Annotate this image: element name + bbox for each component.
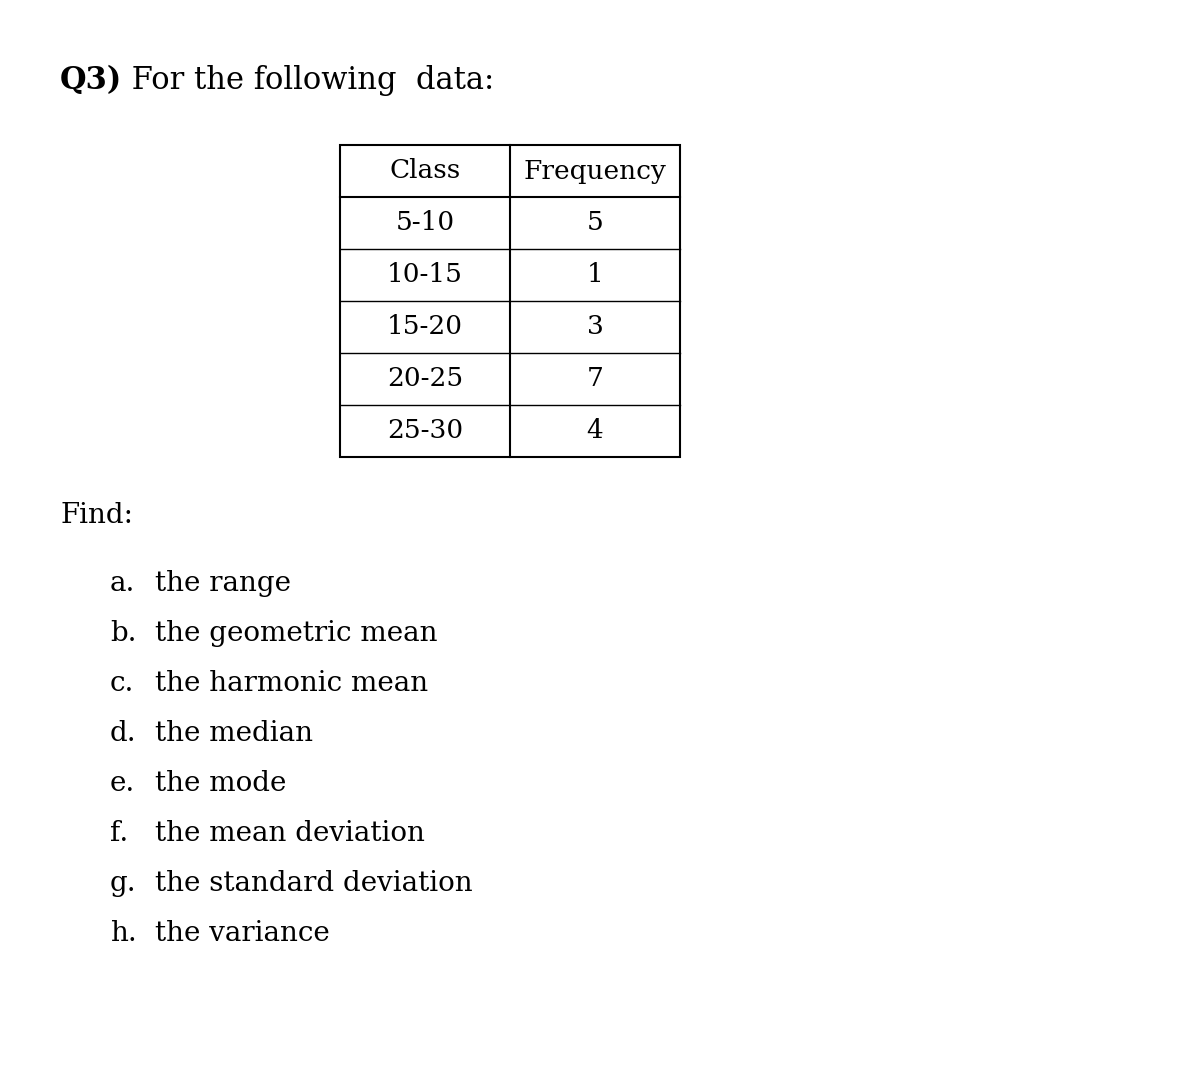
Text: Class: Class [389,158,461,183]
Text: e.: e. [110,770,136,797]
Text: 3: 3 [587,314,604,339]
Text: For the following  data:: For the following data: [122,65,494,96]
Text: f.: f. [110,820,128,847]
Text: the median: the median [155,720,313,747]
Text: 5-10: 5-10 [396,210,455,235]
Text: d.: d. [110,720,137,747]
Text: 5: 5 [587,210,604,235]
Bar [340,145,680,457]
Text: the standard deviation: the standard deviation [155,870,473,896]
Text: the harmonic mean: the harmonic mean [155,670,428,697]
Text: c.: c. [110,670,134,697]
Text: 10-15: 10-15 [388,262,463,287]
Text: a.: a. [110,570,136,597]
Text: 25-30: 25-30 [386,418,463,443]
Text: Frequency: Frequency [523,158,666,183]
Text: 7: 7 [587,366,604,391]
Text: the mean deviation: the mean deviation [155,820,425,847]
Text: 15-20: 15-20 [386,314,463,339]
Text: the range: the range [155,570,292,597]
Text: 4: 4 [587,418,604,443]
Text: g.: g. [110,870,137,896]
Text: b.: b. [110,620,137,647]
Text: Q3): Q3) [60,65,122,96]
Text: 20-25: 20-25 [386,366,463,391]
Text: 1: 1 [587,262,604,287]
Text: the mode: the mode [155,770,287,797]
Text: the geometric mean: the geometric mean [155,620,438,647]
Text: Find:: Find: [60,502,133,529]
Text: the variance: the variance [155,920,330,947]
Text: h.: h. [110,920,137,947]
